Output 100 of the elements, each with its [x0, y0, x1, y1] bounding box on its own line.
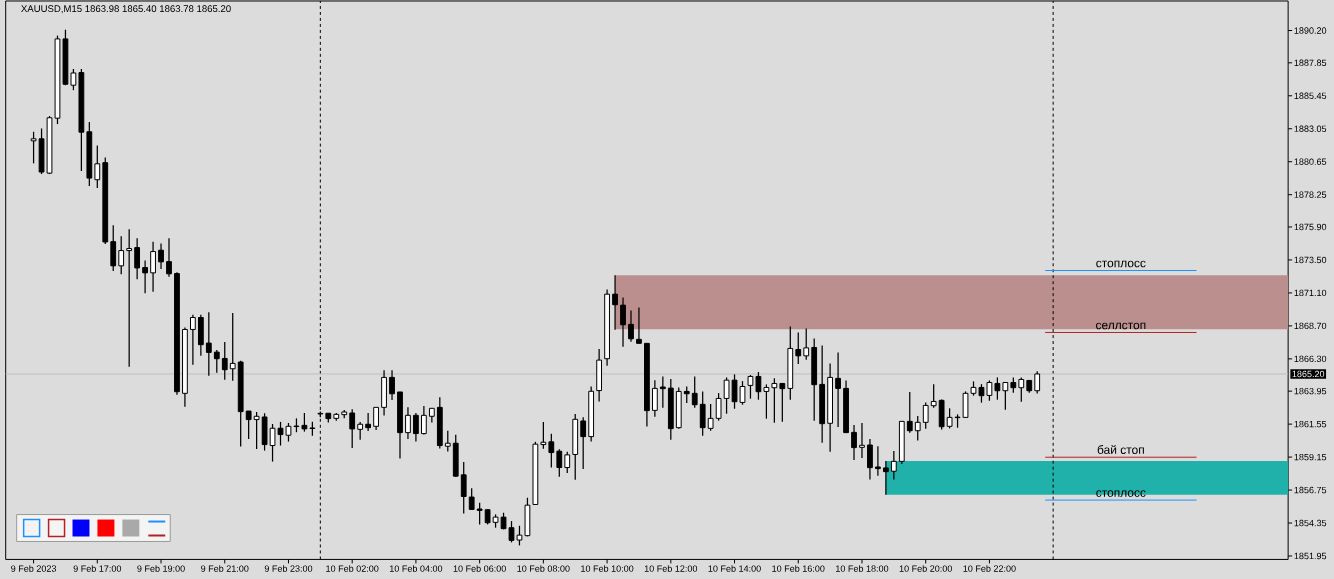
y-tick-label: 1875.90: [1294, 223, 1327, 230]
candlestick: [301, 412, 308, 433]
y-tick-label: 1854.35: [1294, 519, 1327, 527]
candlestick: [875, 445, 881, 477]
candlestick: [349, 408, 356, 449]
candlestick: [867, 438, 873, 481]
candlestick: [922, 401, 929, 430]
candlestick: [628, 309, 634, 343]
candlestick: [468, 487, 475, 511]
candlestick: [405, 406, 411, 440]
chart-title: XAUUSD,M15 1863.98 1865.40 1863.78 1865.20: [21, 5, 231, 13]
x-tick-label: 10 Feb 18:00: [836, 565, 889, 572]
candlestick: [779, 382, 786, 423]
candlestick: [699, 390, 706, 437]
candlestick: [540, 421, 547, 450]
candlestick: [580, 416, 587, 470]
y-tick-label: 1880.65: [1294, 158, 1327, 165]
candlestick: [30, 130, 37, 164]
candlestick: [636, 306, 642, 344]
y-tick-label: 1851.95: [1294, 552, 1327, 560]
candlestick: [556, 448, 563, 478]
candlestick: [851, 424, 857, 461]
x-tick-label: 9 Feb 2023: [11, 565, 57, 572]
ref-line-label: стоплосс: [1096, 260, 1146, 268]
candlestick: [70, 68, 77, 91]
y-tick-label: 1863.95: [1294, 387, 1327, 395]
candlestick: [1034, 370, 1041, 394]
candlestick: [460, 461, 467, 514]
candlestick: [213, 349, 220, 374]
x-tick-label: 10 Feb 10:00: [581, 565, 634, 572]
candlestick: [882, 460, 889, 496]
candlestick: [946, 407, 953, 429]
candlestick: [158, 242, 164, 270]
y-tick-label: 1866.30: [1294, 355, 1327, 362]
candlestick: [803, 327, 810, 361]
candlestick: [612, 274, 618, 331]
x-tick-label: 9 Feb 19:00: [137, 565, 185, 572]
candlestick: [890, 450, 897, 481]
ref-line-label: селлстоп: [1096, 322, 1146, 330]
candlestick: [564, 451, 571, 474]
candlestick: [166, 237, 172, 278]
candlestick: [707, 403, 714, 432]
candlestick: [620, 296, 626, 348]
candlestick: [142, 259, 148, 294]
y-tick-label: 1883.05: [1294, 125, 1327, 132]
candlestick: [1002, 381, 1009, 411]
x-tick-label: 10 Feb 08:00: [517, 565, 570, 572]
candlestick: [253, 411, 260, 450]
x-tick-label: 10 Feb 04:00: [389, 565, 443, 572]
ref-line-label: бай стоп: [1097, 444, 1144, 454]
candlestick: [651, 379, 658, 418]
candlestick: [835, 351, 841, 428]
y-tick-label: 1856.75: [1294, 486, 1327, 494]
candlestick: [134, 237, 141, 280]
y-tick-label: 1859.15: [1294, 453, 1327, 461]
candlestick: [365, 412, 372, 432]
candlestick: [126, 228, 133, 368]
candlestick: [859, 422, 865, 459]
candlestick: [413, 412, 419, 443]
x-tick-label: 10 Feb 14:00: [708, 565, 761, 572]
y-tick-label: 1871.10: [1294, 289, 1327, 296]
x-tick-label: 10 Feb 16:00: [772, 565, 825, 572]
candlestick: [795, 331, 802, 365]
y-tick-label: 1868.70: [1294, 322, 1327, 329]
candlestick: [245, 410, 252, 440]
x-tick-label: 10 Feb 22:00: [963, 565, 1016, 572]
x-tick-label: 10 Feb 06:00: [453, 565, 506, 572]
candlestick: [205, 311, 212, 377]
candlestick: [421, 405, 427, 435]
candlestick: [476, 502, 483, 525]
candlestick: [930, 383, 937, 409]
x-tick-label: 10 Feb 02:00: [326, 565, 379, 572]
ref-line-label: 1865.20: [1292, 370, 1325, 377]
x-tick-label: 9 Feb 21:00: [201, 565, 249, 572]
candlestick: [994, 376, 1001, 401]
candlestick: [548, 433, 555, 468]
candlestick: [914, 415, 921, 442]
y-tick-label: 1887.85: [1294, 59, 1327, 66]
candlestick: [1018, 376, 1025, 403]
candlestick: [659, 375, 666, 409]
y-tick-label: 1861.55: [1294, 420, 1327, 428]
candlestick: [715, 392, 722, 422]
candlestick: [229, 312, 236, 382]
x-tick-label: 9 Feb 23:00: [264, 565, 313, 572]
candlestick: [906, 391, 913, 434]
candlestick: [444, 430, 451, 453]
candlestick: [118, 235, 125, 275]
candlestick: [763, 383, 770, 420]
candlestick: [373, 406, 379, 431]
x-tick-label: 10 Feb 12:00: [644, 565, 698, 572]
y-tick-label: 1885.45: [1294, 92, 1327, 99]
candlestick: [190, 313, 196, 366]
candlestick: [150, 240, 156, 293]
y-tick-label: 1873.50: [1294, 256, 1327, 263]
y-tick-label: 1878.25: [1294, 191, 1327, 198]
candlestick: [691, 375, 698, 409]
candlestick: [94, 144, 101, 189]
y-tick-label: 1890.20: [1294, 27, 1327, 34]
x-tick-label: 10 Feb 20:00: [899, 565, 952, 572]
candlestick: [389, 369, 395, 401]
